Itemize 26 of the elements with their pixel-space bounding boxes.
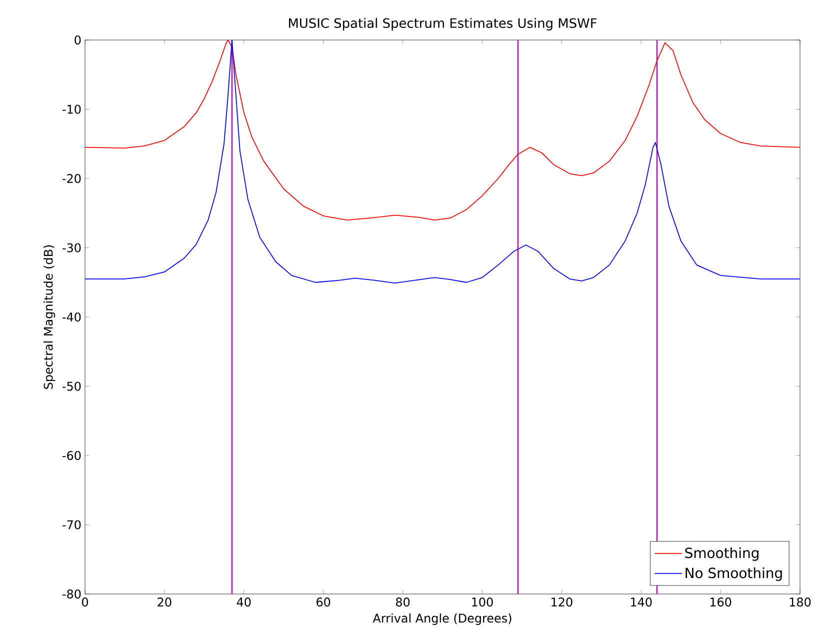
legend-label: No Smoothing	[686, 567, 782, 581]
y-tick-label: 0	[74, 35, 81, 45]
y-tick-label: -80	[62, 589, 81, 599]
x-axis-title: Arrival Angle (Degrees)	[372, 613, 512, 625]
y-axis-title: Spectral Magnitude (dB)	[44, 245, 56, 389]
x-tick-label: 0	[82, 598, 88, 607]
y-tick-label: -40	[62, 312, 81, 322]
x-tick-label: 20	[158, 598, 172, 607]
x-tick-label: 40	[236, 598, 251, 607]
x-tick-label: 140	[631, 598, 652, 607]
y-tick-label: -50	[62, 382, 81, 391]
chart-title: MUSIC Spatial Spectrum Estimates Using MSWF	[289, 18, 597, 30]
x-tick-label: 80	[396, 598, 410, 607]
x-tick-label: 180	[790, 598, 811, 607]
y-tick-label: -30	[62, 243, 81, 252]
y-tick-label: -10	[62, 104, 81, 114]
y-tick-label: -20	[62, 174, 81, 184]
x-tick-label: 120	[552, 598, 572, 607]
x-tick-label: 60	[316, 598, 330, 607]
line-series	[85, 40, 800, 220]
y-tick-label: -60	[62, 450, 81, 460]
legend-label: Smoothing	[685, 547, 758, 561]
y-tick-label: -70	[62, 520, 81, 530]
x-tick-label: 160	[710, 598, 732, 607]
x-tick-label: 100	[472, 598, 493, 607]
line-series	[85, 40, 800, 284]
